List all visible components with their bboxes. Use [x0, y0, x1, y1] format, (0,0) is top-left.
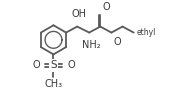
Text: O: O: [113, 37, 121, 47]
Text: S: S: [50, 61, 57, 71]
Text: CH₃: CH₃: [44, 79, 63, 89]
Text: O: O: [32, 61, 40, 71]
Text: O: O: [67, 61, 75, 71]
Text: OH: OH: [71, 9, 86, 19]
Text: NH₂: NH₂: [82, 40, 101, 50]
Text: O: O: [103, 2, 110, 12]
Text: ethyl: ethyl: [137, 28, 157, 37]
